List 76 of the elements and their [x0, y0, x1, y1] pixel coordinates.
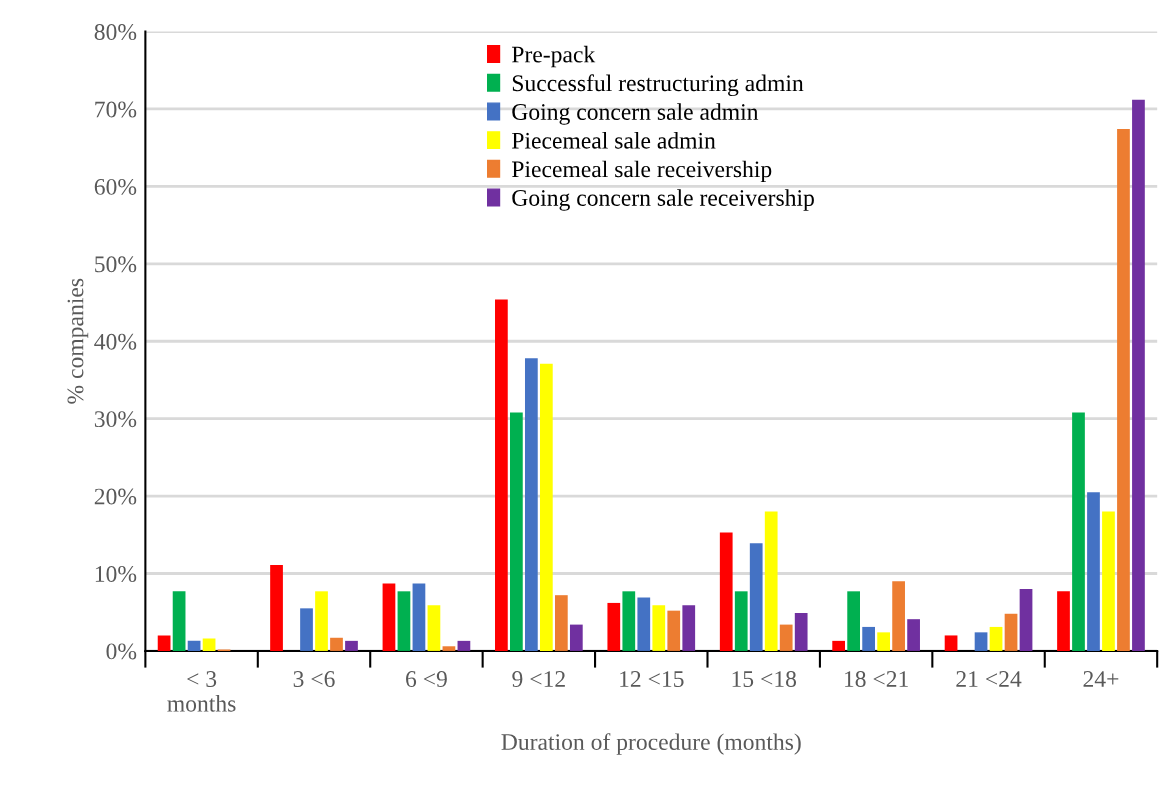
- bar: [457, 640, 471, 651]
- legend-label: Piecemeal sale admin: [511, 132, 716, 149]
- legend-label: Piecemeal sale receivership: [511, 160, 772, 183]
- x-tick-label: 9 <12: [512, 671, 565, 687]
- bar: [907, 619, 920, 651]
- bar: [382, 583, 396, 651]
- y-tick-label: 50%: [95, 256, 137, 273]
- bar: [1117, 129, 1130, 651]
- bar: [832, 640, 846, 651]
- legend-label: Successful restructuring admin: [512, 74, 804, 97]
- legend-label: Pre-pack: [511, 45, 596, 68]
- bar: [794, 612, 808, 651]
- bar: [667, 610, 681, 651]
- bar: [345, 640, 358, 651]
- bar: [330, 637, 343, 651]
- y-tick-label: 40%: [94, 333, 137, 350]
- bar: [719, 532, 733, 651]
- bar: [652, 605, 666, 651]
- bar: [554, 595, 568, 651]
- bar: [1057, 591, 1070, 651]
- x-tick-label: 18 <21: [844, 671, 908, 687]
- bar: [300, 608, 313, 651]
- bar: [412, 583, 426, 651]
- x-tick-label: 15 <18: [732, 671, 797, 687]
- bar: [989, 626, 1003, 651]
- bar: [427, 605, 441, 651]
- y-tick-label: 70%: [95, 101, 137, 118]
- x-tick-label: < 3 months: [167, 671, 236, 712]
- bar: [637, 597, 651, 651]
- bar: [157, 635, 171, 651]
- x-tick-label: 6 <9: [406, 671, 447, 687]
- bar: [524, 358, 538, 651]
- x-tick-label: 24+: [1083, 671, 1119, 687]
- bar: [734, 591, 748, 651]
- x-tick-label: 3 <6: [293, 671, 335, 687]
- x-axis-title: Duration of procedure (months): [501, 733, 801, 755]
- legend-label: Going concern sale admin: [512, 103, 759, 125]
- y-axis-title: % companies: [67, 278, 89, 404]
- bar: [1087, 492, 1100, 651]
- y-tick-label: 10%: [95, 565, 137, 583]
- y-tick-label: 20%: [94, 488, 137, 505]
- y-tick-label: 80%: [94, 24, 137, 41]
- bar: [315, 591, 328, 651]
- bar: [1102, 511, 1115, 651]
- bar: [202, 638, 216, 651]
- x-tick-label: 21 <24: [956, 671, 1022, 687]
- bar: [607, 602, 621, 651]
- bar: [442, 646, 456, 651]
- bar: [172, 591, 186, 651]
- bar: [397, 591, 411, 651]
- bar: [974, 632, 988, 651]
- bar: [1004, 613, 1018, 651]
- bar: [495, 299, 508, 651]
- y-tick-label: 60%: [94, 178, 137, 195]
- bar: [510, 412, 523, 651]
- bar: [187, 640, 201, 651]
- bar: [877, 632, 890, 651]
- bar: [1072, 412, 1085, 651]
- bar: [779, 624, 793, 651]
- bar: [749, 543, 763, 651]
- bar: [944, 635, 958, 651]
- legend-label: Going concern sale receivership: [512, 189, 814, 211]
- bar: [847, 591, 861, 651]
- bar: [1019, 588, 1033, 651]
- bar: [764, 511, 778, 651]
- bar: [270, 564, 283, 651]
- bar: [539, 363, 553, 651]
- x-tick-label: 12 <15: [620, 671, 684, 687]
- bar: [622, 591, 636, 651]
- y-tick-label: 0%: [106, 643, 137, 660]
- bar: [892, 581, 905, 651]
- y-tick-label: 30%: [94, 411, 137, 428]
- bar: [862, 626, 875, 651]
- bar: [682, 605, 696, 651]
- bar: [1132, 99, 1145, 651]
- bar: [569, 624, 583, 651]
